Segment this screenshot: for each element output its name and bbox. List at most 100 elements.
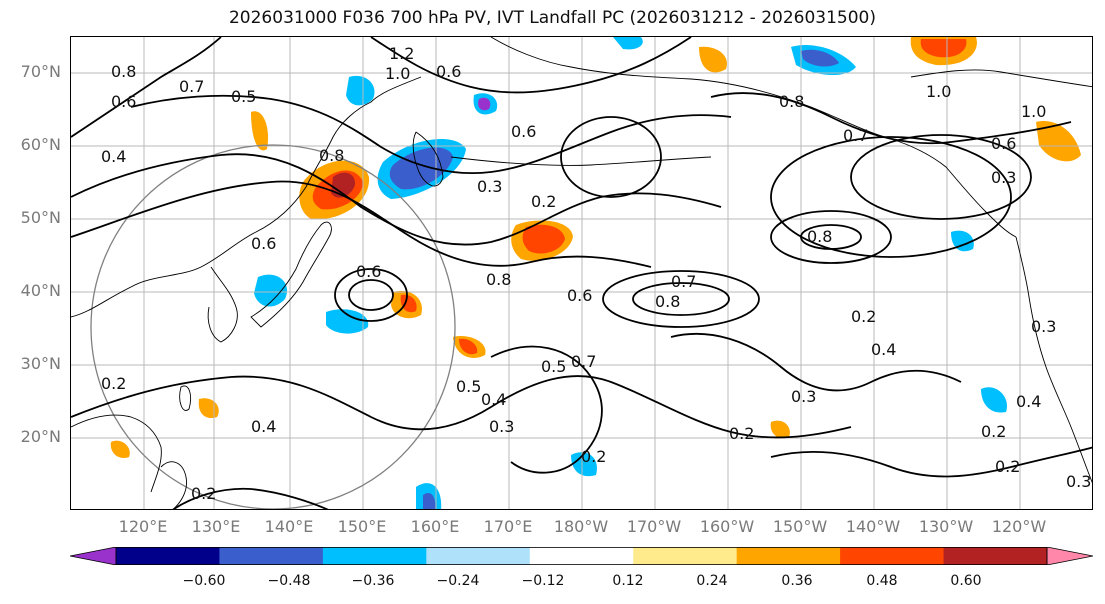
- contour-label: 0.2: [531, 192, 556, 211]
- lon-label-170w: 170°W: [626, 517, 682, 536]
- contour-loop-2: [348, 279, 394, 311]
- colorbar-segment: [943, 547, 1048, 565]
- colorbar-segment: [633, 547, 738, 565]
- contour-loop-4: [632, 282, 730, 316]
- contour-label: 0.6: [567, 286, 592, 305]
- contour-label: 0.3: [991, 168, 1016, 187]
- contour-line-11: [172, 487, 329, 509]
- contour-line-7: [770, 446, 1092, 478]
- shade-patch-red-2: [522, 224, 565, 254]
- coast-north-america: [1015, 236, 1092, 484]
- colorbar-tick: 0.36: [781, 573, 813, 589]
- colorbar-segment: [736, 547, 841, 565]
- coast-korea: [207, 266, 238, 343]
- contour-label: 0.6: [991, 134, 1016, 153]
- shade-patch-orange-7: [1036, 121, 1081, 162]
- contour-line-2: [71, 153, 722, 246]
- lat-label-60n: 60°N: [20, 135, 61, 154]
- coast-philippines: [160, 461, 187, 509]
- colorbar-segment: [116, 547, 220, 565]
- contour-line-9: [71, 37, 222, 138]
- contour-label: 0.8: [779, 92, 804, 111]
- contour-label: 0.2: [101, 374, 126, 393]
- shade-patch-violet-core: [478, 97, 491, 111]
- colorbar-segment: [840, 547, 945, 565]
- lon-label-160e: 160°E: [410, 517, 460, 536]
- graticule: [71, 37, 1092, 509]
- colorbar-segment: [219, 547, 324, 565]
- contour-label: 0.7: [571, 352, 596, 371]
- contour-label: 0.6: [356, 262, 381, 281]
- contour-label: 0.3: [791, 387, 816, 406]
- shade-patch-cyan-2: [254, 274, 288, 307]
- contour-loop-7: [770, 136, 1012, 258]
- contour-label: 0.2: [995, 457, 1020, 476]
- colorbar-border: [115, 547, 1048, 565]
- colorbar-segment: [322, 547, 427, 565]
- contour-label: 1.2: [389, 44, 414, 63]
- contour-label: 0.4: [251, 417, 276, 436]
- lon-label-160w: 160°W: [699, 517, 755, 536]
- contour-label: 0.6: [511, 122, 536, 141]
- lon-label-140w: 140°W: [845, 517, 901, 536]
- contour-label: 0.4: [101, 147, 126, 166]
- lon-label-140e: 140°E: [264, 517, 314, 536]
- shade-patch-orange-10: [110, 440, 130, 459]
- contour-label: 0.7: [671, 272, 696, 291]
- contour-label: 0.2: [729, 424, 754, 443]
- contour-label: 0.4: [1016, 392, 1041, 411]
- pv-contours: [71, 37, 1092, 509]
- colorbar-high-extension: [1046, 547, 1093, 565]
- shade-patch-cyan-4: [613, 37, 643, 50]
- lon-label-120w: 120°W: [991, 517, 1047, 536]
- map-panel: 1.2 1.0 0.8 0.7 0.6 0.5 0.4 0.3 0.2 0.8 …: [70, 36, 1093, 510]
- colorbar-segment: [426, 547, 531, 565]
- contour-line-6: [670, 333, 962, 392]
- shade-patch-orange-8: [251, 111, 269, 151]
- colorbar-tick: −0.12: [521, 573, 565, 589]
- contour-label: 0.5: [456, 377, 481, 396]
- coast-taiwan: [179, 385, 192, 411]
- contour-label: 0.4: [481, 390, 506, 409]
- contour-label: 0.3: [1066, 472, 1091, 491]
- colorbar-tick: −0.24: [436, 573, 480, 589]
- lat-label-70n: 70°N: [20, 62, 61, 81]
- shade-patch-orange-5: [699, 46, 727, 73]
- coast-aleutians: [450, 156, 712, 166]
- range-circle: [90, 144, 456, 509]
- shade-patch-orange-11: [198, 398, 219, 419]
- colorbar-tick: 0.12: [612, 573, 644, 589]
- contour-label: 0.8: [486, 270, 511, 289]
- contour-label: 0.5: [541, 357, 566, 376]
- contour-label: 0.2: [191, 484, 216, 503]
- coast-kamchatka: [412, 131, 444, 187]
- contour-label: 1.0: [1021, 102, 1046, 121]
- lat-label-30n: 30°N: [20, 354, 61, 373]
- contour-label: 0.3: [477, 177, 502, 196]
- shade-patch-cyan: [346, 75, 375, 106]
- colorbar-segments: [116, 547, 1048, 565]
- lon-label-130e: 130°E: [191, 517, 241, 536]
- colorbar-low-extension: [70, 547, 117, 565]
- contour-label: 0.3: [489, 417, 514, 436]
- shade-patch-cyan-3: [326, 309, 369, 334]
- contour-label: 1.0: [385, 64, 410, 83]
- colorbar-tick: −0.48: [267, 573, 311, 589]
- shade-patch-violet-3: [423, 493, 436, 509]
- contour-line-10: [370, 37, 692, 94]
- shade-patch-red-6: [920, 39, 967, 58]
- shade-patch-cyan-6: [951, 230, 974, 252]
- contour-label: 0.8: [319, 146, 344, 165]
- contour-label: 0.8: [807, 227, 832, 246]
- contour-label: 0.6: [111, 92, 136, 111]
- contour-label: 0.3: [1031, 317, 1056, 336]
- contour-line-8: [710, 92, 1072, 145]
- lon-label-150w: 150°W: [772, 517, 828, 536]
- contour-line-1: [71, 180, 652, 268]
- lon-label-130w: 130°W: [918, 517, 974, 536]
- shade-patch-violet-2: [801, 49, 839, 67]
- lon-label-150e: 150°E: [337, 517, 387, 536]
- shade-patch-blue: [389, 147, 453, 190]
- colorbar-tick: 0.24: [696, 573, 728, 589]
- shade-patch-red-4: [459, 338, 478, 355]
